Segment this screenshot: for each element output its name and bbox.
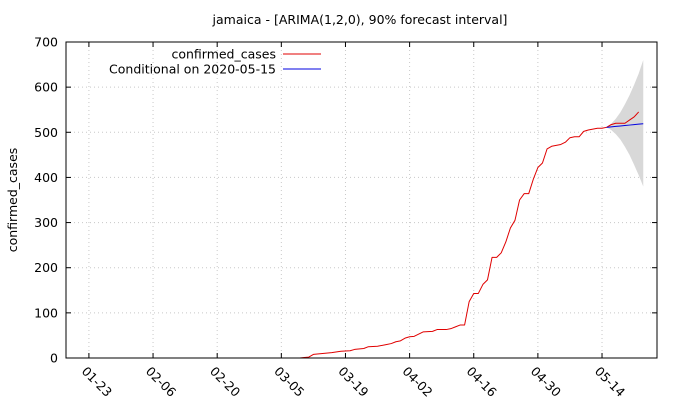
x-tick-label: 02-20 [207, 364, 243, 400]
x-tick-label: 04-30 [528, 364, 564, 400]
x-tick-label: 04-16 [464, 364, 500, 400]
confirmed-cases-line [84, 111, 640, 359]
x-tick-label: 04-02 [399, 364, 435, 400]
axes: 0 100 200 300 400 500 600 700 01-23 02-06 02-20 03-… [34, 35, 658, 400]
series [84, 111, 644, 359]
y-tick-label: 600 [34, 80, 58, 95]
legend-label: confirmed_cases [171, 47, 276, 62]
y-tick-label: 700 [34, 35, 58, 50]
y-tick-label: 200 [34, 260, 58, 275]
x-tick-label: 03-19 [335, 364, 371, 400]
plot-frame [65, 41, 658, 359]
y-tick-label: 400 [34, 170, 58, 185]
y-tick-label: 500 [34, 125, 58, 140]
grid [66, 42, 657, 358]
y-tick-label: 100 [34, 305, 58, 320]
y-tick-label: 0 [50, 351, 58, 366]
y-tick-label: 300 [34, 215, 58, 230]
x-tick-label: 01-23 [79, 364, 115, 400]
x-tick-label: 03-05 [271, 364, 307, 400]
x-tick-label: 02-06 [143, 364, 179, 400]
x-tick-label: 05-14 [592, 364, 628, 400]
chart-title: jamaica - [ARIMA(1,2,0), 90% forecast in… [212, 12, 508, 27]
forecast-line [606, 123, 644, 128]
legend-label: Conditional on 2020-05-15 [109, 62, 276, 77]
y-axis-label: confirmed_cases [5, 148, 20, 253]
